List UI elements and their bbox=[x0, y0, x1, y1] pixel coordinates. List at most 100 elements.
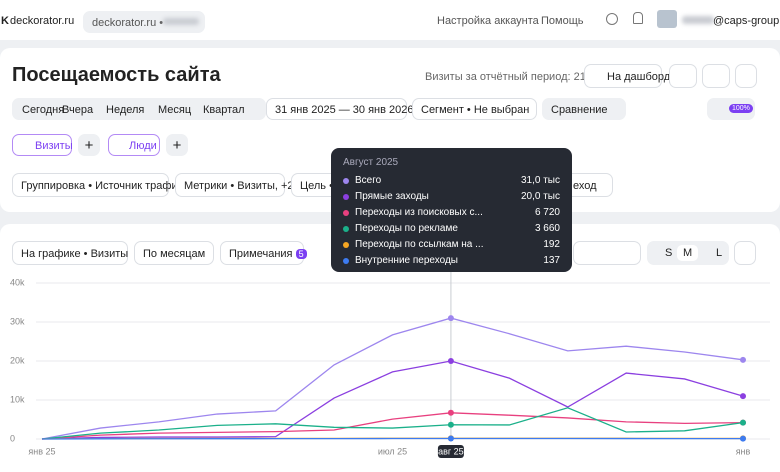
point bbox=[740, 435, 746, 442]
avatar[interactable] bbox=[657, 10, 677, 28]
series-line bbox=[41, 412, 744, 440]
point bbox=[447, 409, 454, 416]
period-button[interactable]: Сегодня bbox=[22, 104, 65, 116]
y-tick-label: 40k bbox=[10, 277, 25, 287]
notes-label: Примечания bbox=[229, 248, 293, 260]
compare-button[interactable]: Сравнение bbox=[542, 98, 626, 120]
period-button[interactable]: Вчера bbox=[62, 104, 94, 116]
date-range-label: 31 янв 2025 — 30 янв 2026 bbox=[275, 104, 414, 116]
granularity-select[interactable]: По месяцам bbox=[134, 241, 214, 265]
tooltip-dot bbox=[343, 210, 349, 216]
point bbox=[740, 419, 746, 426]
history-button[interactable] bbox=[702, 64, 730, 88]
series-line bbox=[41, 317, 744, 440]
add-button[interactable]: + bbox=[166, 134, 188, 156]
dashboard-button[interactable]: На дашборд bbox=[584, 64, 670, 88]
more-button[interactable] bbox=[735, 64, 757, 88]
series-line bbox=[41, 407, 744, 440]
tooltip-value: 6 720 bbox=[534, 207, 560, 218]
x-tick-label: июл 25 bbox=[378, 446, 407, 456]
metric-chip[interactable]: Люди bbox=[108, 134, 160, 156]
page-title: Посещаемость сайта bbox=[12, 64, 221, 86]
period-button[interactable]: Неделя bbox=[106, 104, 145, 116]
tooltip-title: Август 2025 bbox=[343, 157, 399, 168]
tooltip-dot bbox=[343, 258, 349, 264]
expand-button[interactable] bbox=[734, 241, 756, 265]
logo: K bbox=[1, 15, 9, 27]
tooltip-series: Переходы по ссылкам на ... bbox=[355, 239, 484, 250]
tooltip-series: Прямые заходы bbox=[355, 191, 429, 202]
date-range[interactable]: 31 янв 2025 — 30 янв 2026 bbox=[266, 98, 414, 120]
point bbox=[447, 421, 454, 428]
site-select[interactable]: deckorator.ru bbox=[10, 15, 75, 27]
email: @caps-group.ru bbox=[713, 15, 780, 27]
badge: 100% bbox=[729, 104, 753, 113]
tooltip-value: 137 bbox=[543, 255, 560, 266]
add-button[interactable]: + bbox=[78, 134, 100, 156]
filter-chip[interactable]: Группировка • Источник трафика bbox=[12, 173, 189, 197]
size-button[interactable]: S bbox=[665, 247, 673, 259]
series-line bbox=[41, 437, 743, 440]
bell-icon[interactable] bbox=[633, 12, 643, 24]
point bbox=[447, 315, 454, 322]
period-button[interactable]: Квартал bbox=[203, 104, 245, 116]
filter-label: еход bbox=[573, 180, 597, 192]
x-tick-highlight bbox=[437, 445, 464, 458]
x-tick-label: янв bbox=[736, 446, 751, 456]
chart-metric-label: На графике • Визиты bbox=[21, 248, 129, 260]
granularity-label: По месяцам bbox=[143, 248, 206, 260]
metric-label: Визиты bbox=[35, 140, 73, 152]
help-link[interactable]: Помощь bbox=[541, 15, 584, 27]
filter-label: Группировка • Источник трафика bbox=[21, 180, 189, 192]
account-link[interactable]: Настройка аккаунта bbox=[437, 15, 539, 27]
chart-type-group[interactable] bbox=[573, 241, 641, 265]
tooltip-series: Переходы по рекламе bbox=[355, 223, 458, 234]
point bbox=[447, 435, 454, 442]
share-button[interactable] bbox=[669, 64, 697, 88]
y-tick-label: 20k bbox=[10, 355, 25, 365]
segment-button[interactable]: Сегмент • Не выбран bbox=[412, 98, 537, 120]
tooltip-dot bbox=[343, 178, 349, 184]
notes-button[interactable]: Примечания 5 bbox=[220, 241, 307, 265]
blurred bbox=[163, 18, 199, 25]
point bbox=[447, 358, 454, 364]
visits-total: Визиты за отчётный период: 213 345 bbox=[425, 71, 614, 83]
dashboard-label: На дашборд bbox=[607, 71, 671, 83]
blurred bbox=[682, 16, 714, 24]
metric-chip[interactable]: Визиты bbox=[12, 134, 73, 156]
x-tick-label: авг 25 bbox=[438, 446, 464, 456]
tooltip-dot bbox=[343, 226, 349, 232]
point bbox=[740, 356, 746, 363]
period-group bbox=[12, 98, 266, 120]
tooltip-value: 20,0 тыс bbox=[520, 191, 560, 202]
tooltip-value: 192 bbox=[543, 239, 560, 250]
tooltip-dot bbox=[343, 194, 349, 200]
series-line bbox=[41, 360, 744, 440]
compare-label: Сравнение bbox=[551, 104, 608, 116]
tooltip-value: 31,0 тыс bbox=[520, 175, 560, 186]
segment-label: Сегмент • Не выбран bbox=[421, 104, 530, 116]
x-tick-label: янв 25 bbox=[28, 446, 55, 456]
tooltip-series: Переходы из поисковых с... bbox=[355, 207, 483, 218]
counter-select[interactable]: deckorator.ru • bbox=[83, 11, 205, 33]
period-button[interactable]: Месяц bbox=[158, 104, 192, 116]
chat-icon[interactable] bbox=[606, 13, 618, 25]
y-tick-label: 0 bbox=[10, 433, 15, 443]
y-tick-label: 10k bbox=[10, 394, 25, 404]
size-button[interactable]: M bbox=[677, 245, 699, 261]
tooltip-series: Всего bbox=[355, 175, 382, 186]
counter-label: deckorator.ru • bbox=[92, 17, 164, 29]
tooltip-dot bbox=[343, 242, 349, 248]
notes-count: 5 bbox=[295, 249, 307, 259]
metric-label: Люди bbox=[129, 140, 157, 152]
tooltip-value: 3 660 bbox=[534, 223, 560, 234]
y-tick-label: 30k bbox=[10, 316, 25, 326]
point bbox=[740, 393, 746, 400]
filter-chip[interactable]: Метрики • Визиты, +2 bbox=[175, 173, 294, 197]
filter-label: Метрики • Визиты, +2 bbox=[184, 180, 294, 192]
tooltip: Август 2025 Всего 31,0 тыс Прямые заходы 20… bbox=[331, 148, 572, 272]
chart-metric-select[interactable]: На графике • Визиты bbox=[12, 241, 128, 265]
size-button[interactable]: L bbox=[716, 247, 723, 259]
